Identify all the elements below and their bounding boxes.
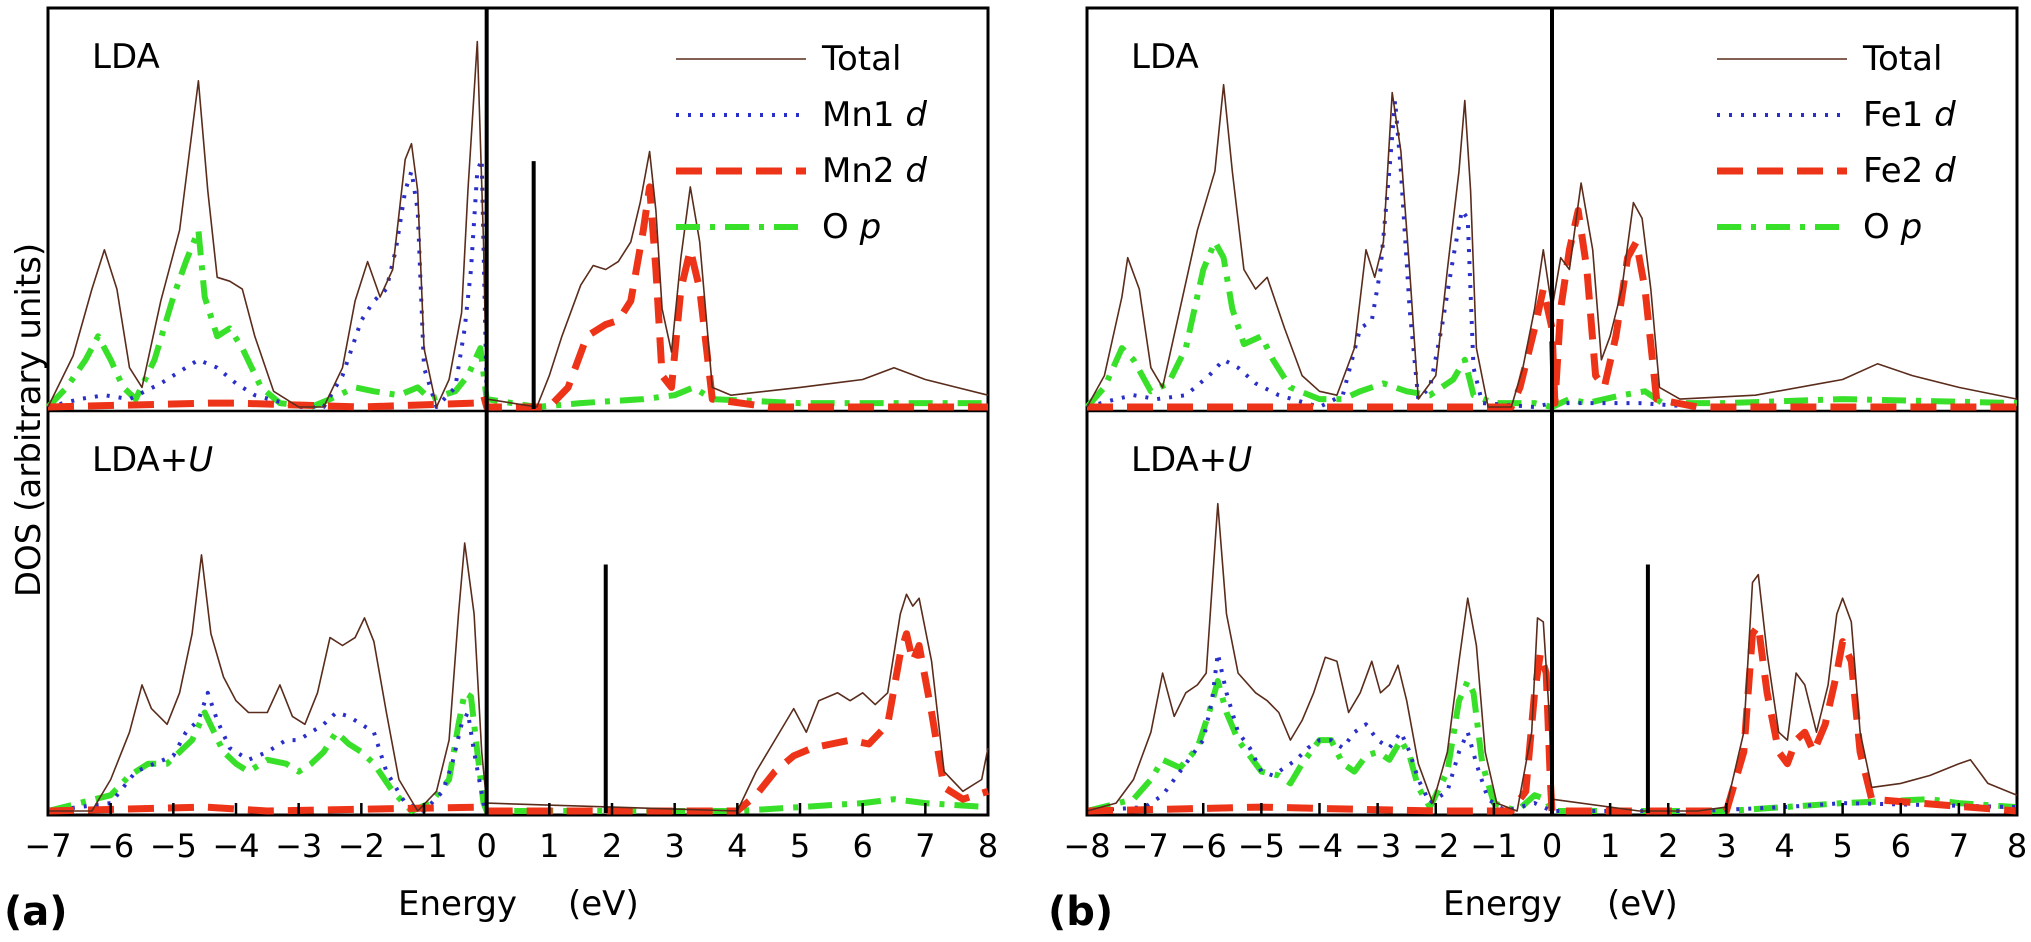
x-tick-label: 4 bbox=[1774, 827, 1794, 865]
y-axis-label: DOS (arbitrary units) bbox=[9, 243, 49, 597]
x-tick-label: −3 bbox=[1354, 827, 1401, 865]
series-total-line bbox=[48, 542, 989, 812]
x-tick-label: 7 bbox=[915, 827, 935, 865]
panel-b-legend: Total Fe1 d Fe2 d O p bbox=[1717, 39, 1956, 247]
legend-label-metal1: Fe1 d bbox=[1863, 95, 1956, 135]
x-tick-label: 3 bbox=[664, 827, 684, 865]
x-tick-label: −7 bbox=[1122, 827, 1169, 865]
series-op-line bbox=[45, 227, 988, 410]
panel-b-xlabel-word: Energy bbox=[1443, 884, 1562, 924]
legend-label-metal2: Mn2 d bbox=[822, 151, 927, 191]
x-tick-label: 2 bbox=[1658, 827, 1678, 865]
legend-label-total: Total bbox=[1862, 39, 1942, 79]
panel-a-plot-area: LDA LDA+U bbox=[45, 8, 990, 815]
series-total-line bbox=[1086, 83, 2018, 408]
x-tick-label: 5 bbox=[790, 827, 810, 865]
x-tick-label: −3 bbox=[275, 827, 322, 865]
subplot-title: LDA bbox=[92, 37, 160, 77]
series-op-line bbox=[1084, 238, 2018, 410]
x-tick-label: −4 bbox=[212, 827, 259, 865]
x-tick-label: 5 bbox=[1832, 827, 1852, 865]
legend-label-total: Total bbox=[821, 39, 901, 79]
x-tick-label: −5 bbox=[150, 827, 197, 865]
x-tick-label: 8 bbox=[978, 827, 998, 865]
x-tick-label: −4 bbox=[1296, 827, 1343, 865]
series-metal1-line bbox=[47, 690, 489, 813]
panel-b-x-ticks: −8 −7 −6 −5 −4 −3 −2 −1 0 1 2 3 4 5 6 7 8 bbox=[1063, 803, 2027, 865]
x-tick-label: 3 bbox=[1716, 827, 1736, 865]
panel-a-xlabel-unit: (eV) bbox=[568, 884, 639, 924]
panel-b: LDA LDA+U −8 −7 −6 −5 −4 −3 −2 −1 0 1 2 3 4 5 6 7 8 Total… bbox=[1048, 6, 2027, 935]
subplot-title: LDA+U bbox=[92, 440, 213, 480]
x-tick-label: −6 bbox=[87, 827, 134, 865]
series-metal1-line bbox=[1086, 98, 1698, 409]
legend-label-metal2: Fe2 d bbox=[1863, 151, 1956, 191]
subplot-title: LDA bbox=[1131, 37, 1199, 77]
x-tick-label: −5 bbox=[1238, 827, 1285, 865]
x-tick-label: 0 bbox=[476, 827, 496, 865]
x-tick-label: −7 bbox=[24, 827, 71, 865]
series-metal1-line bbox=[1086, 651, 2018, 813]
x-tick-label: −2 bbox=[1412, 827, 1459, 865]
subplot-title: LDA+U bbox=[1131, 440, 1252, 480]
series-op-line bbox=[47, 689, 989, 814]
x-tick-label: −2 bbox=[338, 827, 385, 865]
panel-b-xlabel-unit: (eV) bbox=[1607, 884, 1678, 924]
series-op-line bbox=[1086, 678, 2018, 814]
series-total-line bbox=[47, 40, 989, 408]
panel-a-legend: Total Mn1 d Mn2 d O p bbox=[676, 39, 927, 247]
x-tick-label: 4 bbox=[727, 827, 747, 865]
x-tick-label: 2 bbox=[602, 827, 622, 865]
series-total-line bbox=[1086, 502, 2018, 812]
panel-b-letter: (b) bbox=[1048, 889, 1113, 935]
x-tick-label: 7 bbox=[1949, 827, 1969, 865]
x-tick-label: 6 bbox=[1891, 827, 1911, 865]
panel-a-x-ticks: −7 −6 −5 −4 −3 −2 −1 0 1 2 3 4 5 6 7 8 bbox=[24, 803, 998, 865]
x-tick-label: −1 bbox=[1470, 827, 1517, 865]
series-metal2-line bbox=[47, 183, 988, 411]
x-tick-label: 1 bbox=[1600, 827, 1620, 865]
x-tick-label: 6 bbox=[852, 827, 872, 865]
series-metal2-line bbox=[1086, 622, 2018, 815]
legend-label-op: O p bbox=[1863, 207, 1922, 247]
legend-label-op: O p bbox=[822, 207, 881, 247]
x-tick-label: −1 bbox=[400, 827, 447, 865]
series-metal2-line bbox=[1087, 207, 2017, 411]
panel-a-letter: (a) bbox=[4, 889, 68, 935]
panel-b-plot-area: LDA LDA+U bbox=[1084, 8, 2018, 815]
x-tick-label: 8 bbox=[2007, 827, 2027, 865]
series-metal2-line bbox=[47, 630, 990, 815]
x-tick-label: 1 bbox=[539, 827, 559, 865]
panel-a-xlabel-word: Energy bbox=[398, 884, 517, 924]
x-tick-label: 0 bbox=[1542, 827, 1562, 865]
x-tick-label: −8 bbox=[1063, 827, 1110, 865]
panel-a: LDA LDA+U −7 −6 −5 −4 −3 −2 −1 0 1 2 3 4 5 6 7 8 Total Mn… bbox=[4, 6, 998, 935]
x-tick-label: −6 bbox=[1180, 827, 1227, 865]
legend-label-metal1: Mn1 d bbox=[822, 95, 927, 135]
